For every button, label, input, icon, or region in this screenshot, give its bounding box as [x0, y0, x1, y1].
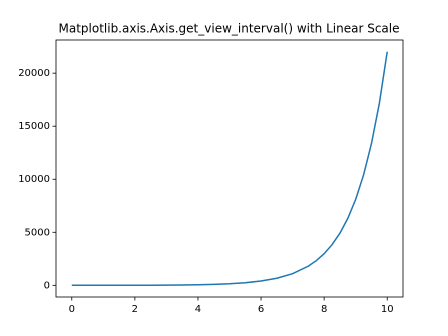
axes-frame	[55, 39, 404, 298]
line	[71, 51, 388, 287]
x-tick-label: 0	[69, 304, 75, 315]
y-tick-label: 0	[44, 280, 50, 291]
x-tick-label: 8	[321, 304, 327, 315]
chart-title: Matplotlib.axis.Axis.get_view_interval()…	[58, 22, 399, 36]
plot-area: 0 2 4 6 8 10 0 5000 10000 15000 20000	[18, 51, 394, 315]
x-tick-label: 10	[381, 304, 394, 315]
y-tick-label: 15000	[18, 121, 50, 132]
y-tick-label: 10000	[18, 174, 50, 185]
y-tick-label: 5000	[25, 227, 50, 238]
y-tick-label: 20000	[18, 68, 50, 79]
x-tick-label: 6	[258, 304, 264, 315]
x-tick-label: 4	[195, 304, 201, 315]
x-tick-label: 2	[132, 304, 138, 315]
